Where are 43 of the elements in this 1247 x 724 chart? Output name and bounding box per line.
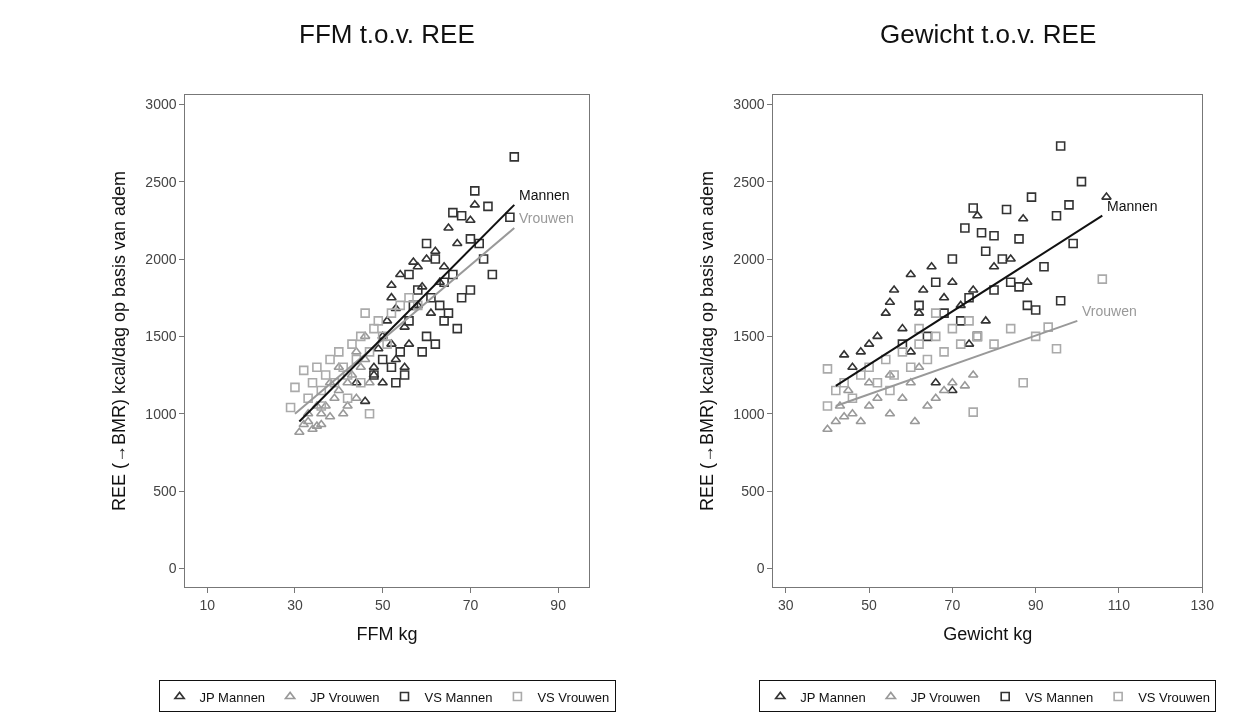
y-tick-label: 2500 [145,173,177,190]
legend-label: VS Vrouwen [537,689,610,705]
y-tick-label: 0 [756,560,765,577]
y-tick-label: 2000 [145,250,177,267]
legend-label: JP Vrouwen [310,689,380,705]
x-tick-label: 90 [550,596,567,613]
x-axis-title: Gewicht kg [943,623,1033,644]
legend-label: VS Vrouwen [1138,689,1210,705]
series-label: Mannen [1107,198,1158,214]
y-tick-label: 500 [741,482,765,499]
y-tick-label: 1000 [145,405,177,422]
y-tick-label: 3000 [733,96,765,113]
y-tick-label: 2500 [733,173,765,190]
x-tick-label: 50 [861,596,878,613]
legend-label: JP Vrouwen [910,689,981,705]
series-label: Vrouwen [519,210,574,226]
legend-label: VS Mannen [424,689,493,705]
y-tick-label: 2000 [733,250,765,267]
legend-label: JP Mannen [199,689,266,705]
y-tick-label: 1500 [733,328,765,345]
y-tick-label: 500 [153,482,177,499]
y-axis-title: REE (→BMR) kcal/dag op basis van adem [696,170,717,512]
series-label: Vrouwen [1082,303,1137,319]
x-tick-label: 110 [1107,596,1131,613]
x-tick-label: 10 [199,596,216,613]
y-tick-label: 0 [168,560,177,577]
x-tick-label: 70 [944,596,961,613]
x-tick-label: 130 [1190,596,1215,613]
legend-label: VS Mannen [1025,689,1094,705]
y-tick-label: 1000 [733,405,765,422]
x-tick-label: 30 [287,596,303,613]
x-tick-label: 50 [374,596,391,613]
y-tick-label: 1500 [145,328,177,345]
x-axis-title: FFM kg [356,623,418,644]
legend-label: JP Mannen [800,689,866,705]
x-tick-label: 70 [462,596,479,613]
x-tick-label: 30 [778,596,794,613]
series-label: Mannen [519,187,570,203]
chart-title: Gewicht t.o.v. REE [880,19,1097,49]
y-tick-label: 3000 [145,96,177,113]
chart-title: FFM t.o.v. REE [299,19,475,49]
y-axis-title: REE (→BMR) kcal/dag op basis van adem [108,170,129,512]
x-tick-label: 90 [1027,596,1044,613]
